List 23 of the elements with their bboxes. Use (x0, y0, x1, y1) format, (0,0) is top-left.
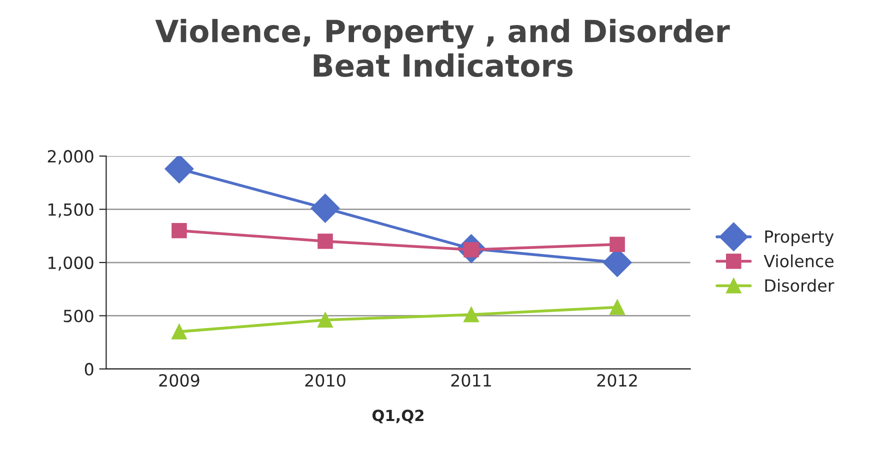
x-tick-label: 2011 (451, 374, 491, 387)
x-axis-title: Q1,Q2 (372, 410, 424, 424)
y-tick-label: 1,500 (48, 203, 94, 218)
y-tick-label: 0 (84, 362, 94, 376)
point (318, 234, 333, 249)
point (172, 222, 187, 238)
y-tick-label: 2,000 (48, 150, 94, 164)
x-tick-label: 2009 (159, 374, 200, 387)
legend-label: Disorder (765, 278, 834, 292)
point (172, 324, 187, 340)
point (164, 156, 194, 184)
point (610, 300, 625, 315)
y-tick-label: 500 (64, 310, 94, 322)
chart-title: Violence, Property , and Disorder Beat Indicators (155, 18, 730, 78)
legend-label: Property (765, 230, 834, 246)
point (610, 236, 625, 252)
point (310, 194, 340, 223)
legend-label: Violence (764, 254, 834, 268)
x-tick-label: 2010 (305, 374, 346, 387)
point (464, 307, 479, 322)
y-tick-label: 1,000 (48, 256, 94, 271)
x-tick-label: 2012 (597, 374, 637, 387)
point (318, 312, 333, 328)
